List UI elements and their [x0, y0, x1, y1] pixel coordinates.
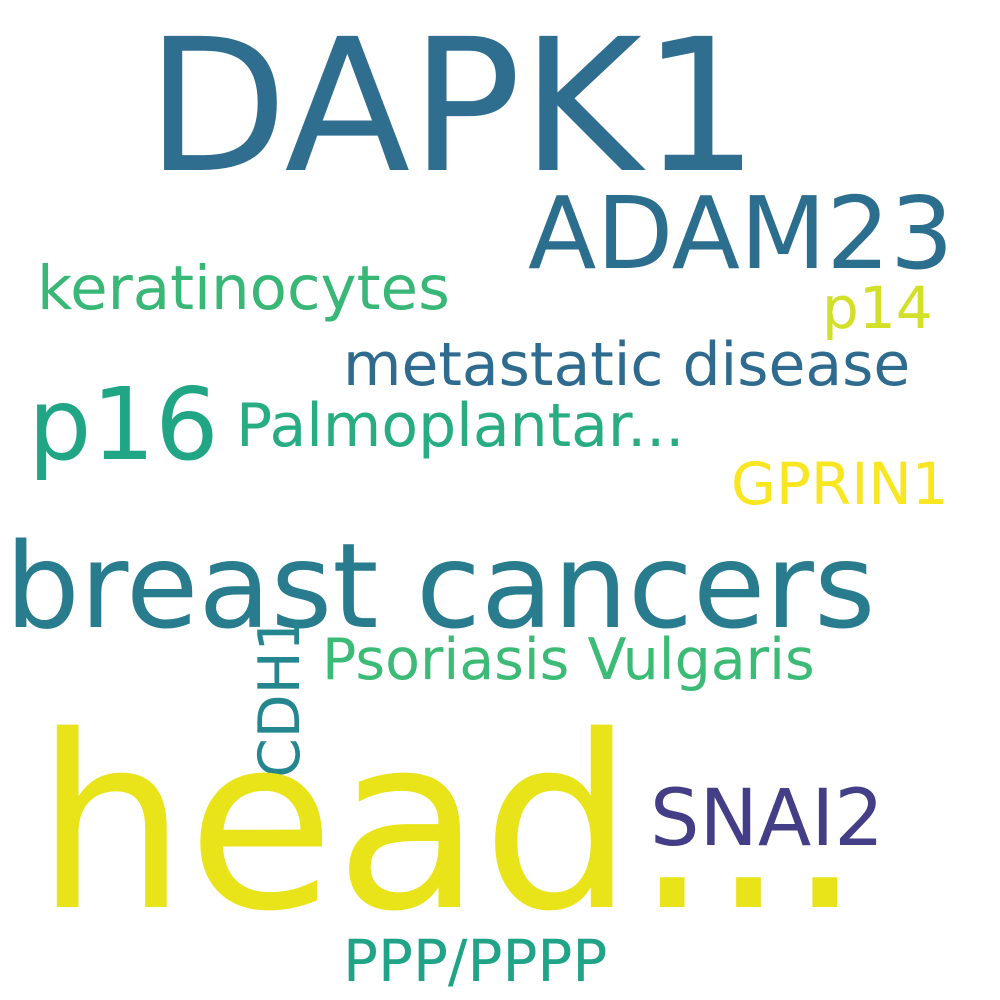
word-metastatic-disease: metastatic disease	[343, 330, 911, 400]
word-psoriasis-vulgaris: Psoriasis Vulgaris	[322, 627, 815, 693]
word-adam23: ADAM23	[528, 175, 954, 292]
word-keratinocytes: keratinocytes	[37, 253, 450, 324]
word-palmoplantar: Palmoplantar...	[236, 391, 685, 461]
word-breast-cancers: breast cancers	[5, 517, 876, 655]
word-p16: p16	[28, 366, 219, 483]
word-dapk1: DAPK1	[146, 0, 760, 214]
word-head: head...	[35, 684, 864, 964]
word-p14: p14	[822, 274, 933, 342]
word-snai2: SNAI2	[650, 774, 884, 864]
word-gprin1: GPRIN1	[731, 450, 949, 518]
word-ppp-pppp: PPP/PPPP	[343, 927, 608, 995]
